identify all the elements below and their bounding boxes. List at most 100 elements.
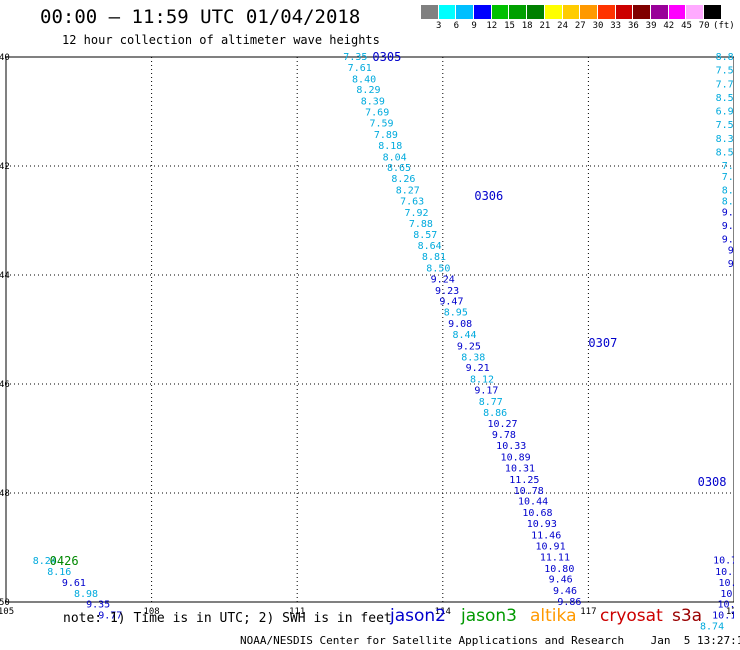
satellite-cryosat: cryosat: [600, 606, 663, 626]
wave-height-value: 9.: [728, 245, 740, 256]
wave-height-value: 8.24: [33, 556, 57, 567]
color-swatch-15: [686, 5, 704, 19]
wave-height-value: 9.1: [722, 207, 740, 218]
wave-height-value: 9.47: [439, 297, 463, 308]
color-scale-label: 42: [663, 21, 675, 31]
wave-height-color-scale: 3 6 9 12 15 18 21 24 27 30 33 36 39 42 45 70 (ft): [421, 5, 735, 31]
satellite-jason2: jason2: [390, 606, 446, 626]
satellite-s3a: s3a: [672, 606, 703, 626]
color-swatch-7: [544, 5, 563, 19]
map-subtitle: 12 hour collection of altimeter wave hei…: [62, 33, 380, 47]
wave-height-value: 10.89: [501, 453, 531, 464]
wave-height-value: 8.04: [383, 152, 407, 163]
wave-height-value: 8.0: [722, 186, 740, 197]
color-scale-label: 33: [610, 21, 622, 31]
wave-height-value: 8.64: [418, 241, 442, 252]
color-scale-label: 15: [504, 21, 515, 31]
satellite-jason3: jason3: [461, 606, 517, 626]
wave-height-value: 9.24: [431, 274, 455, 285]
color-scale-label: 18: [521, 21, 533, 31]
color-swatch-5: [509, 5, 528, 19]
wave-height-value: 9.08: [448, 319, 472, 330]
color-swatch-9: [580, 5, 598, 19]
wave-height-value: 7.59: [370, 118, 394, 129]
pass-time-label: 0305: [372, 50, 401, 64]
wave-height-value: 10.80: [544, 564, 574, 575]
right-margin: [734, 0, 740, 650]
wave-height-value: 10.91: [535, 541, 565, 552]
wave-height-value: 8.16: [47, 567, 71, 578]
wave-height-value: 10.13: [712, 611, 740, 622]
x-tick-label: 105: [0, 607, 14, 617]
wave-height-value: 11.25: [509, 475, 539, 486]
wave-height-value: 9.: [728, 259, 740, 270]
pass-time-label: 0308: [698, 475, 727, 489]
y-tick-label: 40: [0, 53, 10, 63]
wave-height-value: 11.46: [531, 531, 561, 542]
y-tick-label: 42: [0, 162, 10, 172]
wave-height-value: 7.9: [722, 161, 740, 172]
wave-height-value: 7.92: [404, 208, 428, 219]
wave-height-value: 8.55: [716, 93, 740, 104]
color-swatch-2: [456, 5, 475, 19]
wave-height-value: 8.38: [461, 352, 485, 363]
wave-height-value: 8.74: [700, 622, 724, 633]
wave-height-value: 8.27: [396, 186, 420, 197]
color-scale-label: 24: [557, 21, 569, 31]
wave-height-value: 10.93: [527, 519, 557, 530]
wave-height-value: 9.46: [549, 575, 573, 586]
color-scale-label: 3: [435, 21, 442, 31]
wave-height-value: 8.98: [74, 589, 98, 600]
wave-height-value: 9.17: [474, 386, 498, 397]
wave-height-value: 10.68: [522, 508, 552, 519]
wave-height-value: 8.35: [716, 134, 740, 145]
wave-height-value: 9.86: [557, 597, 581, 608]
y-tick-label: 48: [0, 489, 10, 499]
pass-time-label: 0307: [588, 336, 617, 350]
color-swatch-0: [421, 5, 439, 19]
wave-height-value: 9.25: [457, 341, 481, 352]
color-scale-labels: 3 6 9 12 15 18 21 24 27 30 33 36 39 42 45 70 (ft): [421, 19, 735, 31]
color-swatch-11: [615, 5, 634, 19]
wave-height-value: 7.9: [722, 172, 740, 183]
wave-height-value: 10.27: [487, 419, 517, 430]
pass-time-label: 0426: [50, 554, 79, 568]
color-scale-label: 70: [698, 21, 710, 31]
wave-height-value: 7.89: [374, 130, 398, 141]
color-swatch-6: [527, 5, 545, 19]
color-swatch-16: [704, 5, 722, 19]
wave-height-value: 8.18: [378, 141, 402, 152]
color-scale-label: 45: [681, 21, 692, 31]
wave-height-value: 10.88: [718, 578, 740, 589]
pass-time-label: 0306: [474, 189, 503, 203]
wave-height-value: 7.35: [343, 52, 367, 63]
color-scale-label: 21: [539, 21, 551, 31]
wave-height-value: 10.98: [720, 589, 740, 600]
map-title: 00:00 – 11:59 UTC 01/04/2018: [40, 6, 361, 28]
wave-height-value: 8.95: [444, 308, 468, 319]
wave-height-value: 8.57: [413, 230, 437, 241]
wave-height-value: 10.33: [496, 441, 526, 452]
wave-height-value: 7.63: [400, 196, 424, 207]
wave-height-value: 8.80: [716, 52, 740, 63]
wave-height-value: 9.3: [722, 221, 740, 232]
wave-height-value: 8.12: [470, 375, 494, 386]
satellite-altika: altika: [530, 606, 577, 626]
wave-height-value: 7.88: [409, 219, 433, 230]
map-frame: [5, 56, 735, 603]
wave-height-value: 9.77: [98, 611, 122, 622]
x-tick-label: 114: [435, 607, 451, 617]
x-tick-label: 120: [726, 607, 740, 617]
wave-height-value: 8.6: [722, 196, 740, 207]
wave-height-value: 6.95: [716, 107, 740, 118]
wave-height-value: 7.75: [716, 79, 740, 90]
color-scale-label: 6: [453, 21, 460, 31]
color-swatch-13: [650, 5, 669, 19]
wave-height-value: 8.81: [422, 252, 446, 263]
wave-height-value: 8.39: [361, 97, 385, 108]
wave-height-value: 7.69: [365, 108, 389, 119]
wave-height-value: 9.78: [492, 430, 516, 441]
wave-height-value: 10.83: [715, 567, 740, 578]
color-swatch-3: [474, 5, 492, 19]
wave-height-value: 7.57: [716, 66, 740, 77]
